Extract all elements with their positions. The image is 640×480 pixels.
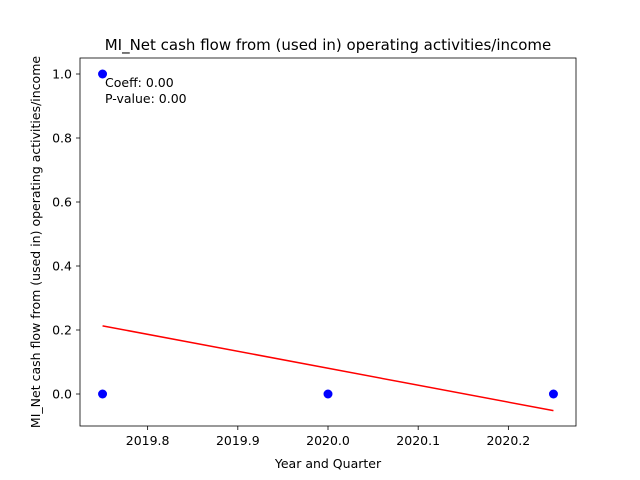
y-axis: 0.0 0.2 0.4 0.6 0.8 1.0	[52, 67, 80, 402]
y-tick-label: 0.0	[52, 387, 72, 402]
data-point	[323, 389, 333, 399]
y-tick-label: 0.8	[52, 131, 72, 146]
x-tick-label: 2020.2	[486, 433, 530, 448]
data-point	[98, 389, 108, 399]
plot-area	[79, 57, 577, 427]
data-point	[98, 69, 108, 79]
y-tick-label: 0.2	[52, 323, 72, 338]
pvalue-annotation: P-value: 0.00	[105, 91, 187, 106]
x-tick-label: 2019.8	[126, 433, 170, 448]
y-axis-label: MI_Net cash flow from (used in) operatin…	[28, 56, 43, 428]
trend-line	[102, 325, 554, 412]
x-tick-label: 2020.1	[396, 433, 440, 448]
chart-title: MI_Net cash flow from (used in) operatin…	[105, 36, 552, 55]
data-points	[98, 69, 558, 399]
y-tick-label: 0.4	[52, 259, 72, 274]
coeff-annotation: Coeff: 0.00	[105, 75, 174, 90]
y-tick-label: 0.6	[52, 195, 72, 210]
data-point	[548, 389, 558, 399]
x-axis-label: Year and Quarter	[274, 456, 382, 471]
x-tick-label: 2019.9	[216, 433, 260, 448]
x-axis: 2019.8 2019.9 2020.0 2020.1 2020.2	[126, 426, 530, 448]
y-tick-label: 1.0	[52, 67, 72, 82]
x-tick-label: 2020.0	[306, 433, 350, 448]
